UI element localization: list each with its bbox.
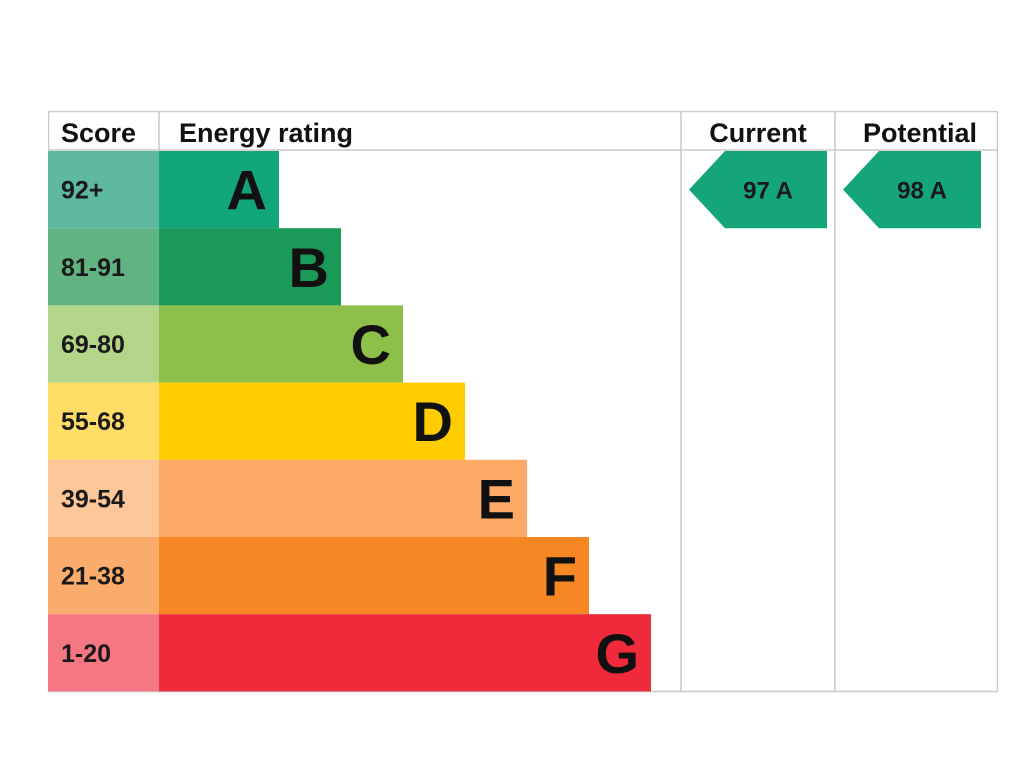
score-label-f: 21-38 xyxy=(61,563,125,591)
band-bar-a xyxy=(159,151,279,229)
potential-rating-value: 98 A xyxy=(897,178,947,205)
band-letter-d: D xyxy=(413,390,453,453)
current-rating-marker xyxy=(689,151,827,229)
score-cell-e xyxy=(48,459,159,537)
band-bar-g xyxy=(159,614,651,692)
band-letter-a: A xyxy=(227,159,267,222)
score-cell-c xyxy=(48,305,159,383)
score-label-d: 55-68 xyxy=(61,408,125,436)
header-score: Score xyxy=(61,118,136,148)
score-cell-g xyxy=(48,614,159,692)
band-letter-f: F xyxy=(543,545,577,608)
header-potential: Potential xyxy=(863,118,977,148)
score-label-a: 92+ xyxy=(61,177,103,205)
band-bar-d xyxy=(159,382,465,460)
header-current: Current xyxy=(709,118,807,148)
current-rating-value: 97 A xyxy=(743,178,793,205)
band-letter-g: G xyxy=(595,622,639,685)
rating-markers: 97 A 98 A xyxy=(689,151,981,229)
potential-rating-marker xyxy=(843,151,981,229)
band-bar-b xyxy=(159,228,341,306)
rating-bands: 92+ A 81-91 B 69-80 C 55-68 D 39-54 E 21-38 F 1-20 G xyxy=(48,151,651,692)
band-letter-b: B xyxy=(289,236,329,299)
score-label-c: 69-80 xyxy=(61,331,125,359)
score-label-b: 81-91 xyxy=(61,254,125,282)
energy-rating-chart: Score Energy rating Current Potential 92… xyxy=(48,111,998,693)
score-label-e: 39-54 xyxy=(61,485,125,513)
header-energy-rating: Energy rating xyxy=(179,118,353,148)
score-label-g: 1-20 xyxy=(61,640,111,668)
score-cell-b xyxy=(48,228,159,306)
band-bar-f xyxy=(159,537,589,615)
score-cell-a xyxy=(48,151,159,229)
band-bar-e xyxy=(159,459,527,537)
band-bar-c xyxy=(159,305,403,383)
score-cell-f xyxy=(48,537,159,615)
band-letter-c: C xyxy=(351,313,391,376)
score-cell-d xyxy=(48,382,159,460)
band-letter-e: E xyxy=(478,467,515,530)
